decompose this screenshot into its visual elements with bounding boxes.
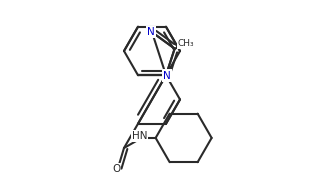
Text: N: N [163, 71, 171, 81]
Text: O: O [112, 164, 120, 174]
Text: HN: HN [132, 131, 148, 141]
Text: N: N [147, 27, 155, 37]
Text: N: N [163, 70, 171, 80]
Text: CH₃: CH₃ [178, 39, 194, 48]
